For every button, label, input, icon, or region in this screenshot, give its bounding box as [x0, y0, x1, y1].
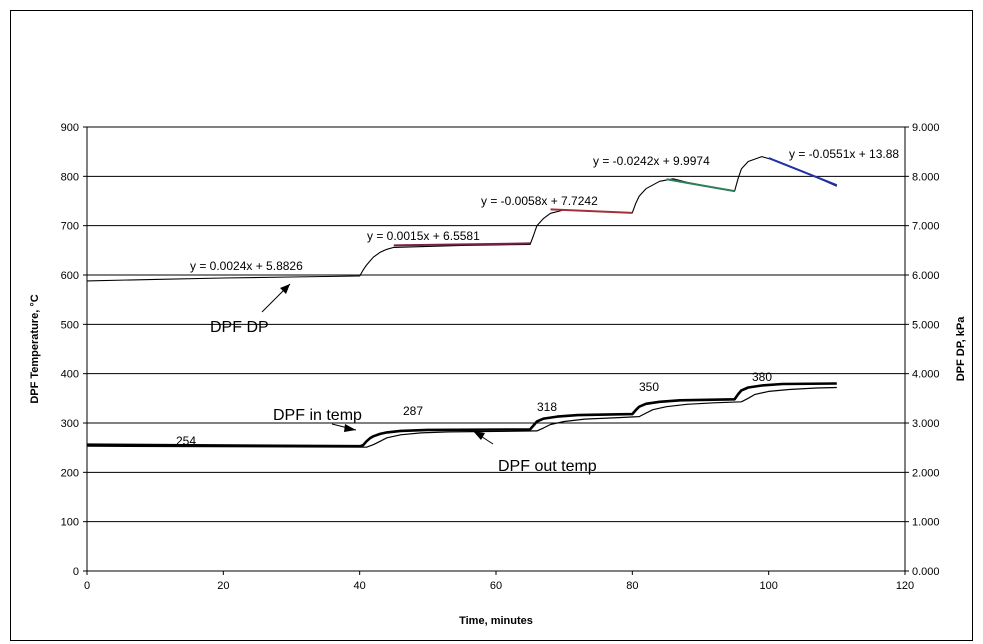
trendline-segment-1	[393, 242, 531, 247]
x-tick-label: 120	[896, 580, 914, 592]
left-y-tick-label: 100	[61, 517, 79, 529]
trend-equation-2: y = 0.0015x + 6.5581	[367, 229, 480, 243]
out-temp-callout-arrowhead	[473, 431, 485, 440]
x-tick-label: 20	[217, 580, 229, 592]
x-axis-label: Time, minutes	[459, 615, 533, 627]
out-temp-callout-label: DPF out temp	[498, 458, 597, 475]
left-y-tick-label: 900	[61, 122, 79, 134]
value-label-287: 287	[403, 404, 423, 418]
right-y-tick-label: 6.000	[912, 270, 940, 282]
left-y-tick-label: 300	[61, 418, 79, 430]
in-temp-callout-label: DPF in temp	[273, 407, 362, 424]
axis-ticks: 01002003004005006007008009000.0001.0002.…	[61, 122, 940, 592]
dpf-out-temp-line	[86, 386, 837, 448]
right-y-tick-label: 3.000	[912, 418, 940, 430]
left-y-tick-label: 600	[61, 270, 79, 282]
dp-callout-label: DPF DP	[210, 319, 269, 336]
right-y-tick-label: 2.000	[912, 467, 940, 479]
gridlines	[87, 126, 905, 523]
trend-equation-3: y = -0.0058x + 7.7242	[481, 194, 598, 208]
trendline-segment-2	[550, 208, 633, 214]
trendline-segment-3	[666, 178, 735, 193]
trendline-segments	[393, 157, 838, 247]
right-y-tick-label: 9.000	[912, 122, 940, 134]
trendline-segment-4	[768, 157, 838, 187]
left-y-tick-label: 500	[61, 319, 79, 331]
trend-equation-4: y = -0.0242x + 9.9974	[593, 154, 710, 168]
in-temp-callout-arrowhead	[344, 424, 356, 432]
right-y-tick-label: 8.000	[912, 171, 940, 183]
left-y-axis-label: DPF Temperature, °C	[29, 294, 41, 403]
left-y-tick-label: 200	[61, 467, 79, 479]
left-y-tick-label: 0	[73, 566, 79, 578]
x-tick-label: 60	[490, 580, 502, 592]
x-tick-label: 80	[626, 580, 638, 592]
left-y-tick-label: 400	[61, 369, 79, 381]
right-y-tick-label: 1.000	[912, 517, 940, 529]
right-y-tick-label: 7.000	[912, 221, 940, 233]
right-y-tick-label: 0.000	[912, 566, 940, 578]
trend-equation-5: y = -0.0551x + 13.88	[789, 147, 899, 161]
right-y-tick-label: 4.000	[912, 369, 940, 381]
right-y-axis-label: DPF DP, kPa	[955, 316, 967, 381]
value-label-318: 318	[537, 400, 557, 414]
value-label-350: 350	[639, 380, 659, 394]
x-tick-label: 100	[759, 580, 777, 592]
trend-equation-1: y = 0.0024x + 5.8826	[190, 259, 303, 273]
left-y-tick-label: 700	[61, 221, 79, 233]
value-label-254: 254	[176, 434, 196, 448]
x-tick-label: 40	[354, 580, 366, 592]
right-y-tick-label: 5.000	[912, 319, 940, 331]
left-y-tick-label: 800	[61, 171, 79, 183]
chart-area-border	[10, 10, 973, 641]
x-tick-label: 0	[84, 580, 90, 592]
dpf-in-temp-line	[86, 382, 837, 448]
dp-callout-arrowhead	[280, 284, 290, 294]
value-label-380: 380	[752, 370, 772, 384]
